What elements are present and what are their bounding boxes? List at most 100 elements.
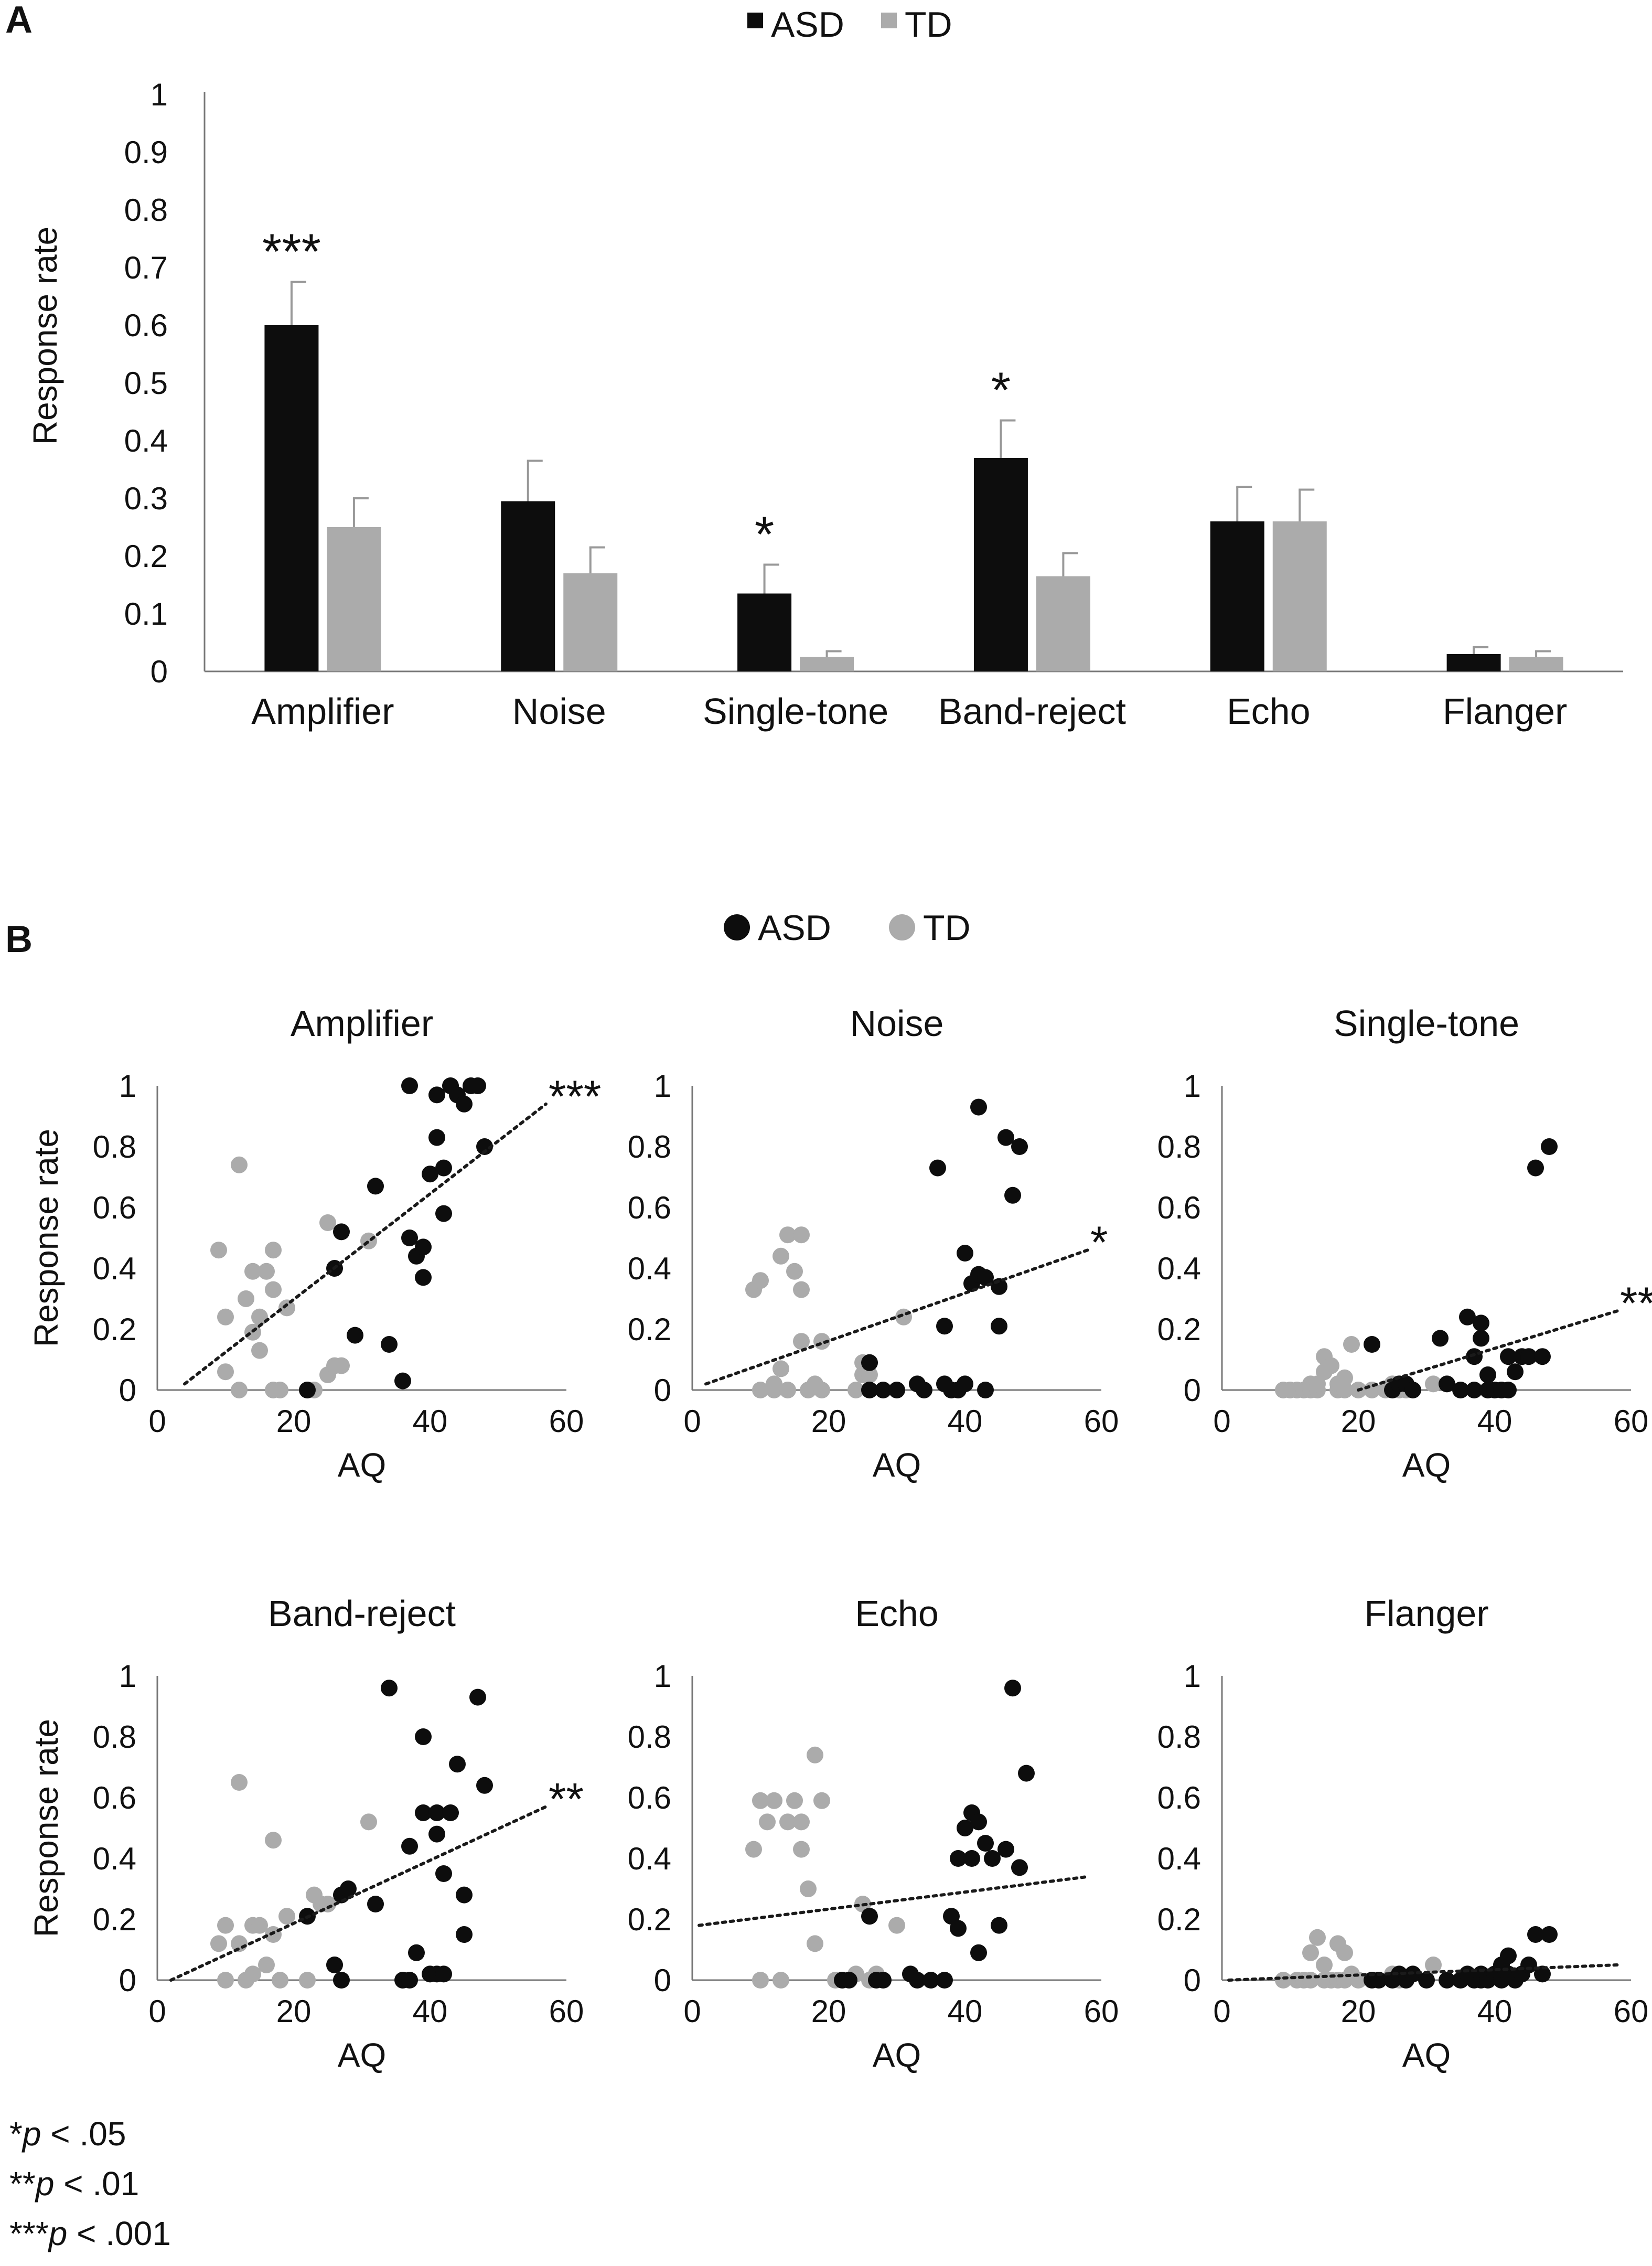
scatter-point-asd <box>957 1245 973 1262</box>
scatter-y-tick-label: 0.4 <box>628 1841 671 1876</box>
scatter-y-tick-label: 0.2 <box>628 1312 671 1347</box>
scatter-point-asd <box>1404 1382 1421 1398</box>
scatter-y-tick-label: 0.6 <box>93 1780 136 1815</box>
scatter-x-tick-label: 60 <box>1084 1404 1119 1439</box>
scatter-y-tick-label: 0.2 <box>628 1902 671 1937</box>
scatter-point-td <box>244 1965 261 1983</box>
scatter-point-td <box>278 1299 295 1317</box>
scatter-point-asd <box>1466 1348 1483 1365</box>
bar-chart-y-tick-label: 0.1 <box>124 596 168 632</box>
scatter-point-td <box>360 1232 377 1249</box>
legend-a-asd-label: ASD <box>771 5 844 45</box>
scatter-point-asd <box>333 1972 350 1989</box>
scatter-point-td <box>319 1214 336 1231</box>
scatter-x-axis-title: AQ <box>338 2036 386 2074</box>
scatter-x-axis-title: AQ <box>1402 1446 1451 1484</box>
scatter-point-td <box>793 1333 810 1350</box>
scatter-point-asd <box>476 1777 493 1794</box>
bar-td-flanger <box>1509 657 1563 671</box>
scatter-point-asd <box>936 1972 953 1989</box>
scatter-point-asd <box>1507 1363 1524 1381</box>
scatter-point-td <box>1309 1375 1326 1393</box>
legend-b-asd-marker <box>724 914 750 940</box>
scatter-point-td <box>793 1841 810 1858</box>
scatter-point-td <box>1425 1957 1442 1973</box>
scatter-x-tick-label: 0 <box>1213 1404 1230 1439</box>
scatter-y-tick-label: 0.4 <box>628 1251 671 1286</box>
scatter-point-asd <box>449 1756 466 1773</box>
scatter-point-td <box>244 1263 261 1280</box>
scatter-trend-line <box>183 1102 548 1386</box>
scatter-y-tick-label: 0 <box>1184 1963 1201 1998</box>
scatter-point-td <box>265 1281 282 1298</box>
scatter-point-asd <box>415 1269 432 1286</box>
scatter-point-td <box>813 1792 830 1809</box>
scatter-point-td <box>773 1972 789 1989</box>
scatter-point-asd <box>408 1944 425 1961</box>
scatter-point-asd <box>1500 1348 1517 1365</box>
scatter-y-tick-label: 0.8 <box>93 1129 136 1164</box>
scatter-point-asd <box>970 1944 987 1961</box>
scatter-point-asd <box>875 1972 892 1989</box>
scatter-point-asd <box>963 1850 980 1867</box>
scatter-point-asd <box>1004 1187 1021 1204</box>
scatter-point-td <box>238 1290 254 1307</box>
scatter-point-asd <box>1432 1330 1449 1347</box>
bar-chart-y-ticks: 0 0.1 0.2 0.3 0.4 0.5 0.6 0.7 0.8 0.9 1 <box>124 77 1623 689</box>
scatter-point-td <box>1323 1357 1339 1374</box>
scatter-point-asd <box>861 1354 878 1371</box>
scatter-point-td <box>1275 1972 1292 1989</box>
footnotes: *p < .05 **p < .01 ***p < .001 <box>9 2115 171 2252</box>
scatter-point-td <box>779 1813 796 1831</box>
scatter-point-td <box>793 1813 810 1831</box>
bar-chart-significance: ***** <box>262 224 1011 563</box>
footnote-3-rest: < .001 <box>67 2215 171 2252</box>
scatter-point-asd <box>1520 1348 1537 1365</box>
scatter-point-td <box>779 1226 796 1244</box>
bar-td-single-tone <box>800 657 854 671</box>
scatter-point-asd <box>340 1880 357 1897</box>
scatter-point-asd <box>347 1327 363 1344</box>
scatter-point-asd <box>977 1269 994 1286</box>
footnote-2-stars: ** <box>9 2165 36 2203</box>
scatter-title: Noise <box>850 1003 944 1044</box>
footnote-2-rest: < .01 <box>54 2165 139 2203</box>
scatter-point-td <box>766 1792 782 1809</box>
scatter-point-asd <box>1466 1382 1483 1398</box>
scatter-point-td <box>278 1908 295 1925</box>
bar-chart-y-tick-label: 0.8 <box>124 193 168 228</box>
scatter-x-axis-title: AQ <box>1402 2036 1451 2074</box>
scatter-y-tick-label: 0 <box>119 1373 136 1408</box>
scatter-point-td <box>759 1813 776 1831</box>
bar-chart-marks <box>264 281 1563 671</box>
scatter-point-asd <box>1500 1382 1517 1398</box>
scatter-band-reject: Band-reject 0 0.2 0.4 0.6 0.8 1 0 20 40 60 AQ Respon… <box>27 1593 584 2074</box>
scatter-point-asd <box>415 1238 432 1256</box>
scatter-point-asd <box>1418 1972 1435 1989</box>
scatter-y-axis-title: Response rate <box>27 1129 65 1347</box>
scatter-point-td <box>786 1263 803 1280</box>
scatter-x-tick-label: 60 <box>549 1994 584 2029</box>
scatter-y-tick-label: 0.4 <box>1157 1841 1201 1876</box>
bar-chart: Response rate 00.10.20.30.40.50.60.70.80… <box>26 77 1623 732</box>
scatter-point-asd <box>950 1850 967 1867</box>
scatter-point-asd <box>415 1804 432 1821</box>
scatter-point-td <box>1336 1382 1353 1398</box>
scatter-point-td <box>217 1308 234 1326</box>
legend-b-td-label: TD <box>923 908 971 948</box>
scatter-point-asd <box>422 1166 438 1183</box>
scatter-point-asd <box>1527 1159 1544 1177</box>
scatter-x-tick-label: 20 <box>1341 1404 1376 1439</box>
scatter-point-td <box>848 1382 864 1398</box>
scatter-point-asd <box>991 1318 1007 1335</box>
scatter-x-tick-label: 20 <box>1341 1994 1376 2029</box>
scatter-title: Band-reject <box>268 1593 456 1634</box>
scatter-y-tick-label: 0.6 <box>1157 1190 1201 1225</box>
legend-a-asd-swatch <box>747 13 763 28</box>
bar-td-band-reject <box>1036 576 1090 671</box>
bar-chart-category-label: Band-reject <box>938 691 1126 732</box>
bar-chart-y-tick-label: 0.7 <box>124 250 168 285</box>
scatter-point-td <box>1336 1369 1353 1386</box>
bar-asd-single-tone <box>737 593 792 671</box>
scatter-point-asd <box>401 1837 418 1855</box>
